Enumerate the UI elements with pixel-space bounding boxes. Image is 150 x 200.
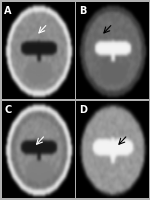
Text: B: B xyxy=(79,6,86,16)
Text: A: A xyxy=(4,6,12,16)
Text: D: D xyxy=(79,105,87,115)
Text: C: C xyxy=(4,105,12,115)
